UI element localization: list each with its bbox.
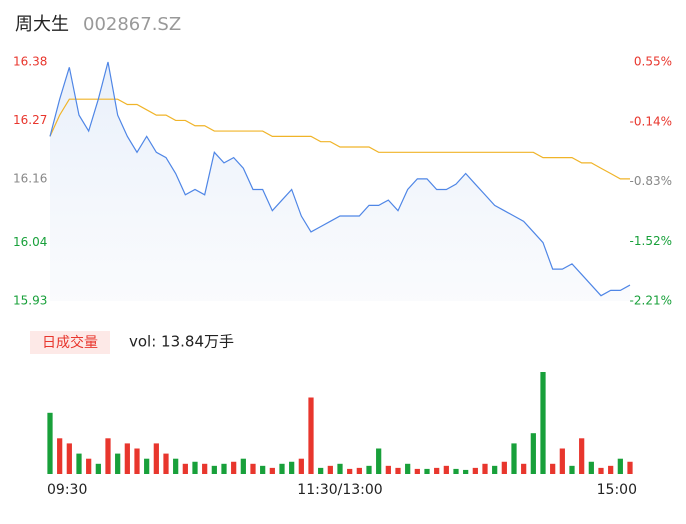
volume-bar — [540, 372, 546, 474]
volume-bar — [163, 453, 169, 474]
volume-bar — [559, 448, 565, 474]
volume-bar — [347, 468, 353, 474]
y-tick-label: 15.93 — [13, 294, 47, 308]
volume-bar — [617, 458, 623, 474]
volume-bar — [124, 443, 130, 474]
volume-bar — [308, 397, 314, 474]
y-tick-label: 16.04 — [13, 235, 47, 249]
y2-tick-label: -2.21% — [630, 294, 672, 308]
volume-bar — [105, 438, 111, 474]
volume-bar — [173, 458, 179, 474]
volume-bar — [279, 463, 285, 474]
volume-bar — [608, 465, 614, 474]
volume-bar — [530, 433, 536, 474]
volume-bar — [153, 443, 159, 474]
volume-total: vol: 13.84万手 — [129, 333, 234, 351]
volume-badge — [30, 331, 110, 354]
volume-bar — [57, 438, 63, 474]
volume-bar — [134, 448, 140, 474]
volume-bar — [424, 468, 430, 474]
volume-bar — [260, 465, 266, 474]
price-area — [50, 62, 630, 301]
volume-bar — [192, 461, 198, 474]
volume-bar — [366, 465, 372, 474]
volume-bar — [250, 463, 256, 474]
volume-badge-text: 日成交量 — [42, 334, 98, 351]
y2-tick-label: 0.55% — [634, 55, 672, 69]
volume-bar — [453, 468, 459, 474]
volume-bar — [463, 469, 469, 474]
y2-tick-label: -0.83% — [630, 174, 672, 188]
volume-bar — [482, 463, 488, 474]
y2-tick-label: -0.14% — [630, 114, 672, 128]
volume-bar — [385, 465, 391, 474]
y-tick-label: 16.27 — [13, 113, 47, 127]
volume-bar — [405, 463, 411, 474]
volume-bar — [356, 467, 362, 474]
volume-bar — [289, 461, 295, 474]
volume-bar — [395, 467, 401, 474]
volume-bar — [472, 467, 478, 474]
volume-bar — [443, 465, 449, 474]
volume-bar — [376, 448, 382, 474]
x-tick-label: 11:30/13:00 — [297, 482, 382, 498]
volume-bar — [492, 465, 498, 474]
y-tick-label: 16.38 — [13, 55, 47, 69]
volume-bar — [414, 468, 420, 474]
x-tick-label: 15:00 — [597, 482, 637, 498]
volume-bar — [501, 461, 507, 474]
volume-bar — [240, 458, 246, 474]
volume-bar — [521, 463, 527, 474]
stock-code: 002867.SZ — [83, 14, 181, 35]
price-line — [49, 61, 631, 297]
volume-bar — [221, 463, 227, 474]
volume-bar — [182, 463, 188, 474]
volume-bar — [95, 463, 101, 474]
volume-bar — [115, 453, 121, 474]
volume-bar — [211, 465, 217, 474]
volume-bar — [569, 465, 575, 474]
volume-bar — [86, 458, 92, 474]
volume-bar — [327, 465, 333, 474]
x-tick-label: 09:30 — [47, 482, 87, 498]
y-tick-label: 16.16 — [13, 171, 47, 185]
volume-bar — [202, 463, 208, 474]
volume-bar — [318, 467, 324, 474]
volume-bar — [627, 461, 633, 474]
y2-tick-label: -1.52% — [630, 234, 672, 248]
volume-bar — [231, 461, 237, 474]
volume-bar — [598, 467, 604, 474]
stock-name: 周大生 — [15, 14, 69, 35]
volume-bar — [66, 443, 72, 474]
volume-bar — [298, 458, 304, 474]
volume-bar — [47, 412, 53, 474]
volume-bar — [144, 458, 150, 474]
volume-bar — [579, 438, 585, 474]
volume-bar — [337, 463, 343, 474]
volume-bar — [434, 467, 440, 474]
volume-bar — [269, 467, 275, 474]
volume-bar — [76, 453, 82, 474]
volume-bar — [550, 463, 556, 474]
volume-bar — [588, 461, 594, 474]
volume-bar — [511, 443, 517, 474]
average-line — [49, 98, 630, 180]
